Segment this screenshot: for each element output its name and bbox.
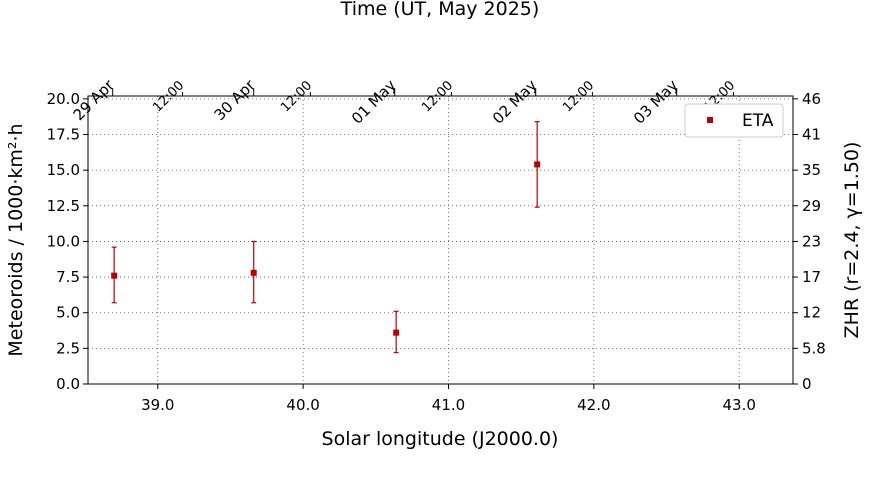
top-tick-label: 12:00 [278,78,315,115]
plot-frame [87,95,794,385]
right-tick-label: 0 [802,375,812,393]
y-tick-label: 10.0 [47,232,80,250]
y-tick-label: 5.0 [56,304,80,322]
top-tick-label: 01 May [348,76,400,128]
right-axis-title: ZHR (r=2.4, γ=1.50) [841,142,863,339]
y-axis-ticks: 0.0 2.5 5.0 7.5 10.0 12.5 15.0 17.5 20.0 [47,90,88,393]
x-axis-ticks: 39.0 40.0 41.0 42.0 43.0 [141,384,756,414]
grid-lines [88,96,793,384]
x-tick-label: 39.0 [141,396,174,414]
data-point [250,269,257,276]
top-tick-label: 12:00 [419,78,456,115]
data-point [111,272,118,279]
top-tick-label: 12:00 [150,78,187,115]
right-tick-label: 35 [802,161,821,179]
top-tick-label: 03 May [630,76,682,128]
right-tick-label: 5.8 [802,339,826,357]
top-axis-ticks: 29 Apr 12:00 30 Apr 12:00 01 May 12:00 02 May 1… [70,76,739,128]
top-tick-label: 30 Apr [211,76,260,125]
x-tick-label: 43.0 [723,396,756,414]
y-tick-label: 17.5 [47,125,80,143]
legend-marker [707,117,713,123]
right-axis-ticks: 0 5.8 12 17 23 29 35 41 46 [793,90,826,393]
right-tick-label: 29 [802,197,821,215]
data-points [111,121,541,354]
top-tick-label: 02 May [489,76,541,128]
y-tick-label: 7.5 [56,268,80,286]
right-tick-label: 12 [802,304,821,322]
legend: ETA [684,103,784,138]
y-axis-title: Meteoroids / 1000·km²·h [5,123,27,356]
right-tick-label: 46 [802,90,821,108]
legend-box [684,103,784,138]
x-tick-label: 40.0 [286,396,319,414]
y-tick-label: 12.5 [47,197,80,215]
top-axis-title: Time (UT, May 2025) [340,0,540,20]
right-tick-label: 17 [802,268,821,286]
x-tick-label: 42.0 [577,396,610,414]
y-tick-label: 20.0 [47,90,80,108]
y-tick-label: 15.0 [47,161,80,179]
top-tick-label: 12:00 [560,78,597,115]
right-tick-label: 23 [802,232,821,250]
data-point [393,329,400,336]
y-tick-label: 2.5 [56,339,80,357]
y-tick-label: 0.0 [56,375,80,393]
legend-label: ETA [742,111,774,131]
data-point [534,161,541,168]
x-tick-label: 41.0 [432,396,465,414]
right-tick-label: 41 [802,125,821,143]
x-axis-title: Solar longitude (J2000.0) [322,428,559,450]
